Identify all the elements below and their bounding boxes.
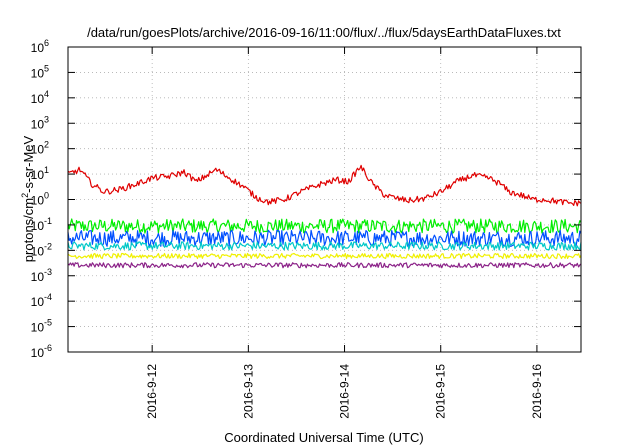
y-tick-label-base: 10 [31, 143, 45, 157]
y-tick-label-base: 10 [31, 219, 45, 233]
y-tick-label-base: 10 [31, 346, 45, 360]
y-tick-label-base: 10 [31, 321, 45, 335]
y-tick-label: 10-4 [31, 292, 52, 309]
y-tick-label-exp: 1 [44, 165, 49, 175]
y-tick-label-base: 10 [31, 244, 45, 258]
x-tick-label: 2016-9-16 [530, 364, 544, 419]
series-line [67, 241, 582, 251]
series-line [67, 218, 582, 234]
y-tick-label-base: 10 [31, 168, 45, 182]
y-tick-label-exp: 3 [44, 114, 49, 124]
y-axis-label-unit: -s-sr-MeV [21, 135, 36, 192]
y-tick-label: 10-6 [31, 343, 52, 360]
y-tick-label-exp: -6 [44, 343, 52, 353]
y-tick-label-base: 10 [31, 41, 45, 55]
y-tick-label-exp: -5 [44, 318, 52, 328]
y-tick-label-exp: -2 [44, 241, 52, 251]
y-tick-label: 104 [31, 89, 49, 106]
y-tick-label-exp: 2 [44, 140, 49, 150]
series-line [67, 229, 582, 247]
series-line [67, 262, 582, 269]
x-axis-label: Coordinated Universal Time (UTC) [224, 430, 423, 445]
y-tick-label-base: 10 [31, 194, 45, 208]
x-tick-label: 2016-9-13 [241, 364, 255, 419]
y-tick-label-base: 10 [31, 117, 45, 131]
chart-title: /data/run/goesPlots/archive/2016-09-16/1… [87, 25, 561, 40]
y-tick-label-base: 10 [31, 92, 45, 106]
y-tick-label-exp: -4 [44, 292, 52, 302]
y-tick-label-exp: 6 [44, 38, 49, 48]
y-tick-label: 10-5 [31, 318, 52, 335]
y-tick-label: 105 [31, 63, 49, 80]
y-tick-label-exp: 4 [44, 89, 49, 99]
y-tick-label-exp: 0 [44, 191, 49, 201]
x-tick-label: 2016-9-15 [434, 364, 448, 419]
y-tick-label: 10-1 [31, 216, 52, 233]
y-tick-label-exp: -3 [44, 267, 52, 277]
series-line [67, 164, 582, 207]
y-tick-label-exp: -1 [44, 216, 52, 226]
y-tick-label-base: 10 [31, 66, 45, 80]
series-group [67, 164, 582, 269]
y-tick-label: 10-2 [31, 241, 52, 258]
grid [68, 46, 581, 353]
x-tick-label: 2016-9-12 [145, 364, 159, 419]
y-tick-label: 103 [31, 114, 49, 131]
y-tick-label-base: 10 [31, 295, 45, 309]
y-tick-label: 100 [31, 191, 49, 208]
y-tick-label: 102 [31, 140, 49, 157]
y-tick-label-base: 10 [31, 270, 45, 284]
y-axis-label-main: protons/cm [21, 198, 36, 262]
x-tick-label: 2016-9-14 [338, 364, 352, 419]
y-tick-label-exp: 5 [44, 63, 49, 73]
y-tick-label: 106 [31, 38, 49, 55]
y-tick-label: 101 [31, 165, 49, 182]
axes: 10-610-510-410-310-210-11001011021031041… [31, 38, 581, 419]
series-line [67, 252, 582, 260]
y-axis-label: protons/cm2-s-sr-MeV [20, 135, 36, 262]
y-axis-label-sup: 2 [20, 193, 30, 198]
y-tick-label: 10-3 [31, 267, 52, 284]
